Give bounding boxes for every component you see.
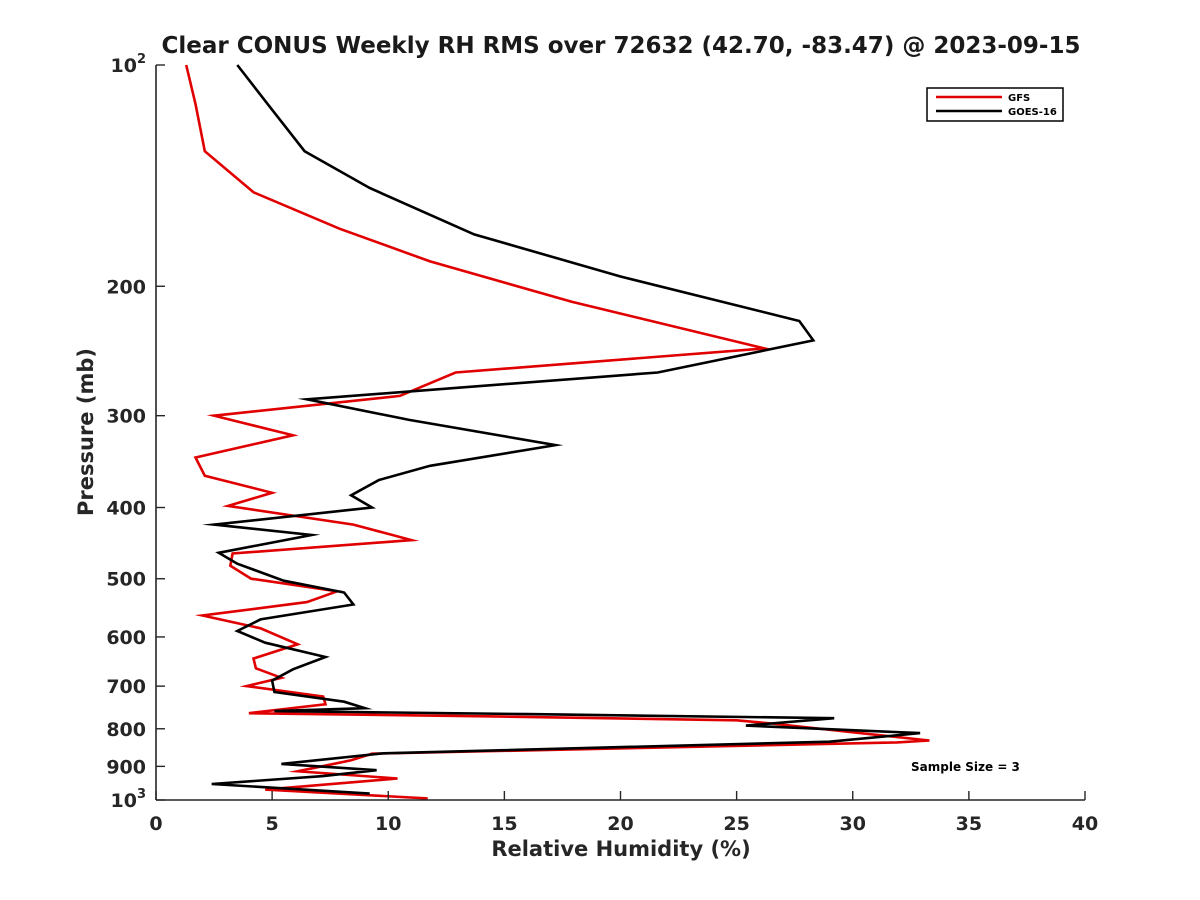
series-layer	[184, 64, 930, 800]
x-tick-label: 35	[956, 813, 982, 835]
x-tick-label: 5	[266, 813, 279, 835]
plot-area: 0 5 10 15 20 25 30 35 40 102 200 300 400 500 600 700 800…	[106, 52, 1098, 835]
y-tick-label: 700	[106, 676, 146, 698]
y-tick-label: 800	[106, 719, 146, 741]
x-axis-label: Relative Humidity (%)	[491, 837, 750, 861]
legend-box	[926, 87, 1064, 122]
x-tick-label: 15	[491, 813, 517, 835]
y-tick-label: 500	[106, 569, 146, 591]
y-axis-label: Pressure (mb)	[74, 348, 98, 516]
series-line-gfs	[184, 64, 930, 800]
axes-layer: 0 5 10 15 20 25 30 35 40 102 200 300 400 500 600 700 800…	[106, 52, 1098, 835]
legend: GFS GOES-16	[926, 87, 1064, 122]
series-line-goes-16	[201, 64, 921, 795]
y-tick-label: 900	[106, 756, 146, 778]
x-tick-label: 10	[375, 813, 401, 835]
y-tick-label: 600	[106, 627, 146, 649]
legend-items: GFS GOES-16	[936, 93, 1057, 118]
y-tick-label: 300	[106, 406, 146, 428]
y-tick-label: 200	[106, 276, 146, 298]
plot-background	[156, 65, 1085, 800]
y-tick-label: 102	[111, 52, 147, 77]
y-tick-label: 103	[111, 787, 147, 812]
legend-label: GFS	[1008, 93, 1030, 104]
sample-size-annotation: Sample Size = 3	[911, 760, 1020, 774]
y-tick-label: 400	[106, 498, 146, 520]
x-tick-label: 40	[1072, 813, 1098, 835]
chart-title: Clear CONUS Weekly RH RMS over 72632 (42…	[162, 33, 1081, 59]
x-tick-label: 30	[840, 813, 866, 835]
x-tick-label: 25	[723, 813, 749, 835]
x-tick-label: 20	[607, 813, 633, 835]
x-tick-label: 0	[149, 813, 162, 835]
legend-label: GOES-16	[1008, 107, 1057, 118]
